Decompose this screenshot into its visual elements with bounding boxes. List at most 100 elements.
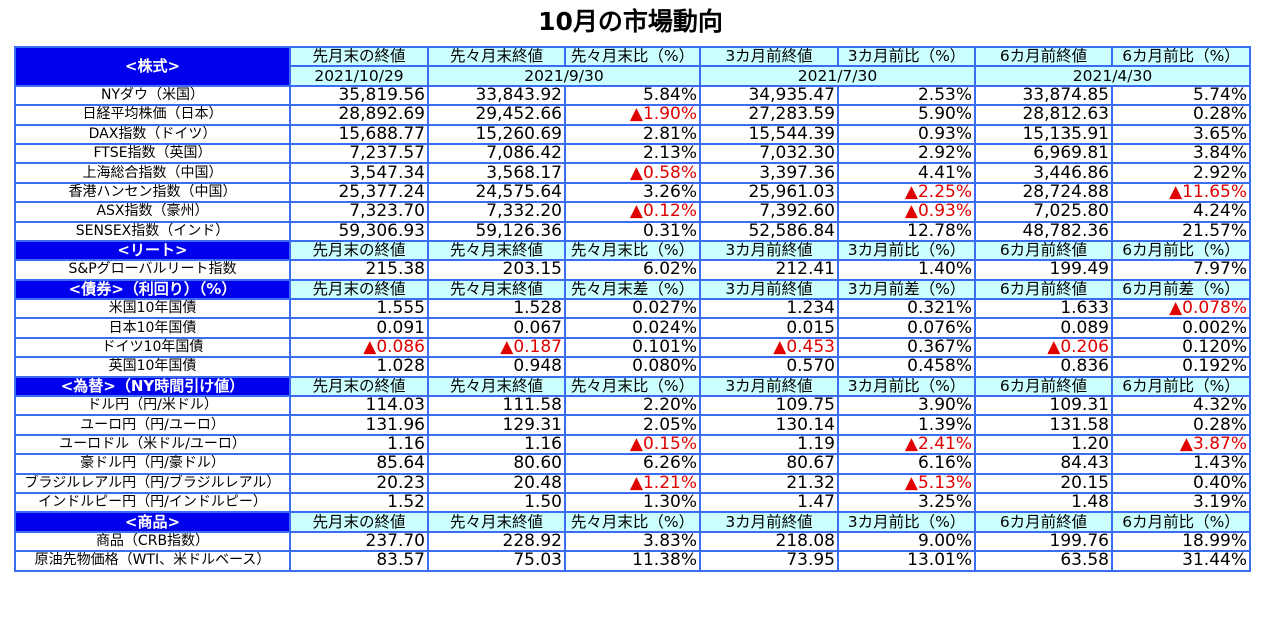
column-header: 6カ月前終値	[974, 239, 1113, 262]
row-label: ASX指数（豪州）	[14, 201, 291, 223]
value-cell: 0.836	[974, 356, 1113, 378]
value-cell: 80.67	[699, 453, 839, 475]
value-cell: 237.70	[289, 530, 429, 553]
value-cell: 0.93%	[837, 123, 976, 145]
negative-value: ▲11.65%	[1111, 181, 1251, 204]
value-cell: 25,961.03	[699, 181, 839, 204]
row-label: 原油先物価格（WTI、米ドルベース）	[14, 550, 291, 572]
negative-value: ▲1.90%	[564, 104, 701, 126]
row-label: 日本10年国債	[14, 317, 291, 339]
value-cell: 3.19%	[1111, 491, 1251, 514]
value-cell: 15,135.91	[974, 123, 1113, 145]
value-cell: 0.192%	[1111, 356, 1251, 378]
value-cell: 1.16	[427, 433, 566, 456]
column-header: 先々月末終値	[427, 375, 566, 398]
table-row: 香港ハンセン指数（中国） 25,377.24 24,575.64 3.26% 25,96…	[14, 181, 1251, 204]
value-cell: 1.43%	[1111, 453, 1251, 475]
negative-value: ▲0.206	[974, 336, 1113, 359]
row-label: DAX指数（ドイツ）	[14, 123, 291, 145]
row-label: インドルピー円（円/インドルピー）	[14, 491, 291, 514]
value-cell: 13.01%	[837, 550, 976, 572]
value-cell: 3,397.36	[699, 162, 839, 184]
value-cell: 5.90%	[837, 104, 976, 126]
negative-value: ▲0.15%	[564, 433, 701, 456]
negative-value: ▲5.13%	[837, 472, 976, 495]
value-cell: 1.39%	[837, 414, 976, 436]
value-cell: 2.53%	[837, 84, 976, 107]
value-cell: 4.41%	[837, 162, 976, 184]
value-cell: 1.52	[289, 491, 429, 514]
value-cell: 2.13%	[564, 142, 701, 165]
section-header-row: <商品> 先月末の終値 先々月末終値 先々月末比（%） 3カ月前終値 3カ月前比（%） 6カ…	[14, 511, 1251, 533]
value-cell: 7,332.20	[427, 201, 566, 223]
value-cell: 0.080%	[564, 356, 701, 378]
row-label: FTSE指数（英国）	[14, 142, 291, 165]
value-cell: 131.58	[974, 414, 1113, 436]
value-cell: 1.633	[974, 298, 1113, 320]
value-cell: 28,892.69	[289, 104, 429, 126]
table-row: 米国10年国債 1.555 1.528 0.027% 1.234 0.321% 1.633 ▲…	[14, 298, 1251, 320]
row-label: ブラジルレアル円（円/ブラジルレアル）	[14, 472, 291, 495]
value-cell: 48,782.36	[974, 220, 1113, 242]
date-header: 2021/4/30	[974, 65, 1251, 87]
value-cell: 109.75	[699, 395, 839, 417]
column-header: 先月末の終値	[289, 375, 429, 398]
value-cell: 28,812.63	[974, 104, 1113, 126]
value-cell: 75.03	[427, 550, 566, 572]
table-row: ASX指数（豪州） 7,323.70 7,332.20 ▲0.12% 7,392.60 ▲…	[14, 201, 1251, 223]
row-label: ユーロドル（米ドル/ユーロ）	[14, 433, 291, 456]
value-cell: 1.19	[699, 433, 839, 456]
date-header: 2021/9/30	[427, 65, 701, 87]
column-header: 先々月末終値	[427, 45, 566, 68]
table-row: ユーロ円（円/ユーロ） 131.96 129.31 2.05% 130.14 1.39% 1…	[14, 414, 1251, 436]
column-header: 3カ月前比（%）	[837, 511, 976, 533]
value-cell: 6.16%	[837, 453, 976, 475]
negative-value: ▲0.58%	[564, 162, 701, 184]
column-header: 6カ月前終値	[974, 278, 1113, 301]
value-cell: 2.05%	[564, 414, 701, 436]
value-cell: 20.15	[974, 472, 1113, 495]
section-title: <リート>	[14, 239, 291, 262]
value-cell: 0.101%	[564, 336, 701, 359]
value-cell: 130.14	[699, 414, 839, 436]
date-header: 2021/7/30	[699, 65, 976, 87]
value-cell: 7,032.30	[699, 142, 839, 165]
row-label: NYダウ（米国）	[14, 84, 291, 107]
value-cell: 203.15	[427, 259, 566, 281]
value-cell: 11.38%	[564, 550, 701, 572]
column-header: 6カ月前比（%）	[1111, 375, 1251, 398]
value-cell: 31.44%	[1111, 550, 1251, 572]
row-label: 香港ハンセン指数（中国）	[14, 181, 291, 204]
table-row: NYダウ（米国） 35,819.56 33,843.92 5.84% 34,935.47…	[14, 84, 1251, 107]
column-header: 3カ月前終値	[699, 45, 839, 68]
row-label: S&Pグローバルリート指数	[14, 259, 291, 281]
value-cell: 20.23	[289, 472, 429, 495]
value-cell: 0.120%	[1111, 336, 1251, 359]
row-label: ユーロ円（円/ユーロ）	[14, 414, 291, 436]
value-cell: 5.74%	[1111, 84, 1251, 107]
negative-value: ▲0.93%	[837, 201, 976, 223]
value-cell: 4.32%	[1111, 395, 1251, 417]
value-cell: 73.95	[699, 550, 839, 572]
value-cell: 3.83%	[564, 530, 701, 553]
negative-value: ▲2.41%	[837, 433, 976, 456]
value-cell: 80.60	[427, 453, 566, 475]
section-title: <為替>（NY時間引け値）	[14, 375, 291, 398]
column-header: 先々月末比（%）	[564, 375, 701, 398]
table-row: 原油先物価格（WTI、米ドルベース） 83.57 75.03 11.38% 73.95 1…	[14, 550, 1251, 572]
column-header: 先々月末比（%）	[564, 45, 701, 68]
value-cell: 33,843.92	[427, 84, 566, 107]
value-cell: 20.48	[427, 472, 566, 495]
column-header: 先々月末差（%）	[564, 278, 701, 301]
value-cell: 59,126.36	[427, 220, 566, 242]
row-label: 商品（CRB指数）	[14, 530, 291, 553]
value-cell: 3,568.17	[427, 162, 566, 184]
table-row: 商品（CRB指数） 237.70 228.92 3.83% 218.08 9.00% 199…	[14, 530, 1251, 553]
market-table: <株式> 先月末の終値 先々月末終値 先々月末比（%） 3カ月前終値 3カ月前比（%） 6カ…	[14, 45, 1251, 572]
row-label: 上海総合指数（中国）	[14, 162, 291, 184]
column-header: 先月末の終値	[289, 239, 429, 262]
column-header: 先々月末終値	[427, 511, 566, 533]
value-cell: 0.570	[699, 356, 839, 378]
column-header: 3カ月前差（%）	[837, 278, 976, 301]
value-cell: 0.027%	[564, 298, 701, 320]
